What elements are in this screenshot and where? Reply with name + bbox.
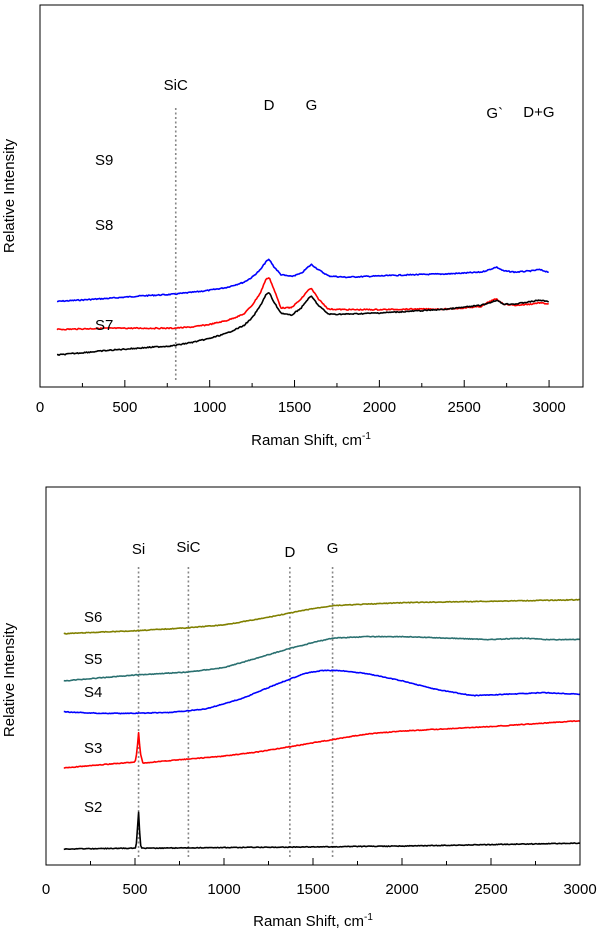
trace-s3 [63,720,580,769]
trace-s9 [56,258,549,303]
bottom-panel: 0 500 1000 1500 2000 2500 3000 Si SiC D G S6S5S4S… [1,486,597,930]
bottom-peak-annotations: Si SiC D G [132,539,339,561]
trace-s6 [63,598,580,635]
trace-s8 [56,277,549,331]
top-peak-annotations: SiC D G G` D+G [164,77,555,122]
series-label-s3: S3 [84,740,102,757]
top-y-axis-title: Relative Intensity [1,138,18,253]
peak-annotation: G` [486,105,503,122]
x-tick-label: 500 [122,881,147,898]
peak-annotation: D+G [523,104,554,121]
x-tick-label: 3000 [532,399,565,416]
top-series-labels: S9 S8 S7 [95,152,113,334]
bottom-traces [63,598,580,851]
peak-annotation: D [264,97,275,114]
trace-s7 [56,292,549,356]
peak-annotation: Si [132,541,145,558]
x-tick-label: 2000 [385,881,418,898]
bottom-y-axis-title: Relative Intensity [1,622,18,737]
top-x-ticks: 0 500 1000 1500 2000 2500 3000 [36,380,566,416]
series-label-s7: S7 [95,317,113,334]
series-label-s4: S4 [84,684,102,701]
bottom-series-labels: S6 S5 S4 S3 S2 [84,609,102,816]
x-tick-label: 1000 [193,399,226,416]
top-plot-frame [39,4,584,388]
peak-annotation: G [327,540,339,557]
peak-annotation: G [306,97,318,114]
bottom-x-ticks: 0 500 1000 1500 2000 2500 3000 [42,858,597,898]
series-label-s5: S5 [84,651,102,668]
peak-annotation: SiC [176,539,200,556]
top-panel: 0 500 1000 1500 2000 2500 3000 SiC D G G` D+G S9 S8… [1,4,584,449]
bottom-x-axis-title: Raman Shift, cm-1 [253,912,373,930]
x-tick-label: 1500 [296,881,329,898]
x-tick-label: 500 [112,399,137,416]
top-x-axis-title: Raman Shift, cm-1 [251,431,371,449]
x-tick-label: 1000 [207,881,240,898]
series-label-s8: S8 [95,217,113,234]
x-tick-label: 2500 [474,881,507,898]
x-tick-label: 0 [42,881,50,898]
peak-annotation: D [284,544,295,561]
series-label-s6: S6 [84,609,102,626]
trace-s4 [63,669,580,715]
series-label-s9: S9 [95,152,113,169]
x-tick-label: 2000 [363,399,396,416]
peak-annotation: SiC [164,77,188,94]
x-tick-label: 0 [36,399,44,416]
trace-s2 [63,811,580,851]
trace-s5 [63,635,580,682]
x-tick-label: 1500 [278,399,311,416]
series-label-s2: S2 [84,799,102,816]
top-traces [56,258,549,356]
x-tick-label: 2500 [448,399,481,416]
x-tick-label: 3000 [563,881,596,898]
